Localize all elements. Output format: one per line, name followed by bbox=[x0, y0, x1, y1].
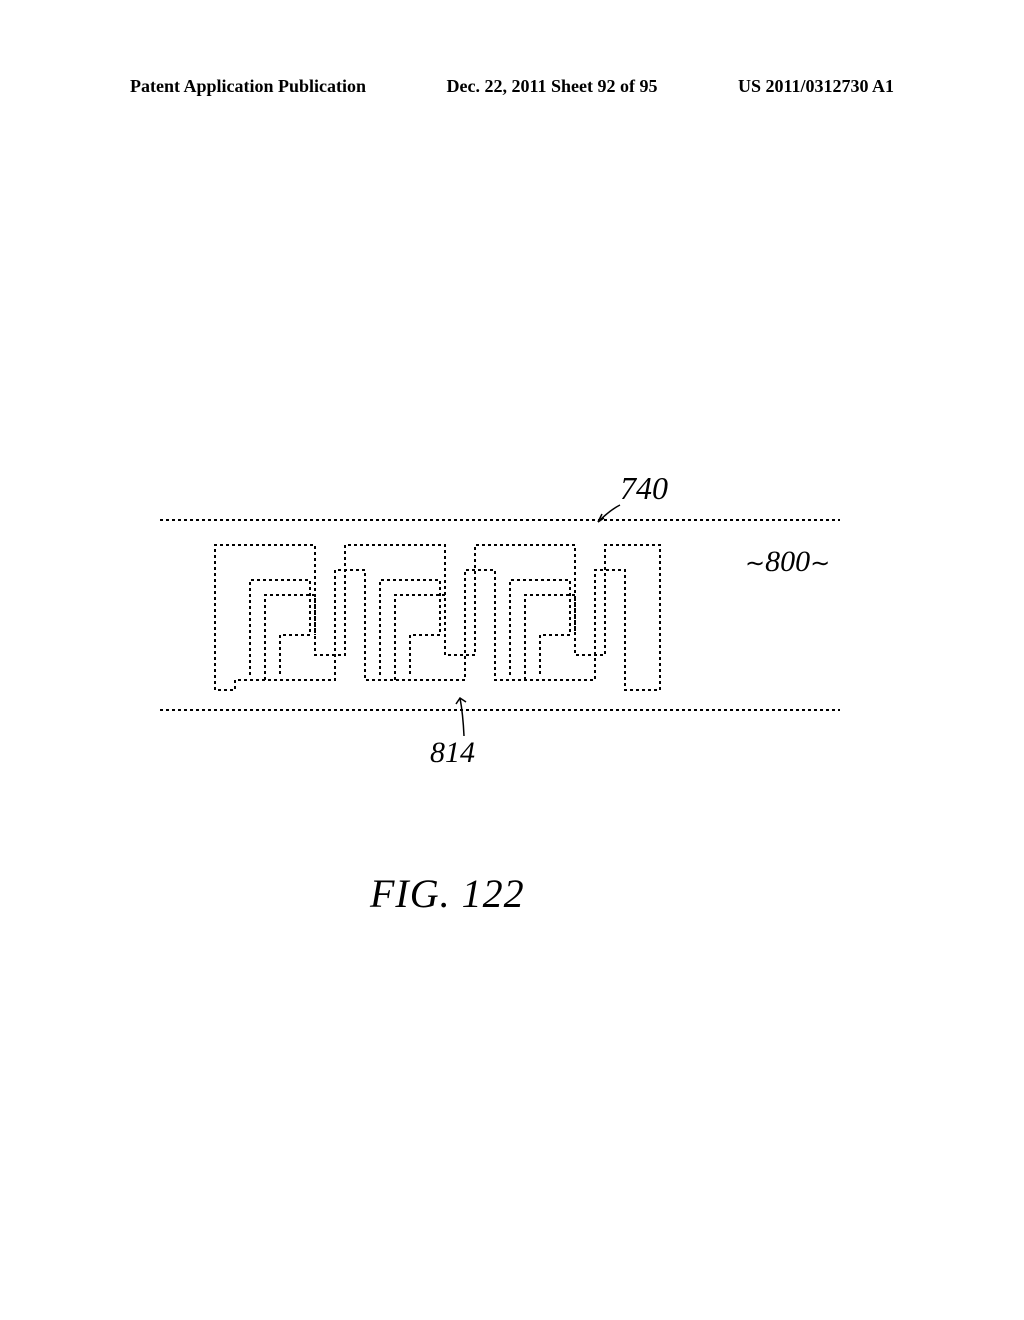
ref-800-text: 800 bbox=[765, 545, 810, 578]
header-date-sheet: Dec. 22, 2011 Sheet 92 of 95 bbox=[447, 76, 658, 97]
reference-label-800: ∼800∼ bbox=[745, 545, 830, 579]
tilde-right: ∼ bbox=[810, 551, 830, 577]
tilde-left: ∼ bbox=[745, 551, 765, 577]
header-patent-number: US 2011/0312730 A1 bbox=[738, 76, 894, 97]
patent-header: Patent Application Publication Dec. 22, … bbox=[0, 76, 1024, 97]
patent-figure-diagram bbox=[150, 480, 850, 760]
header-publication: Patent Application Publication bbox=[130, 76, 366, 97]
figure-caption: FIG. 122 bbox=[370, 870, 525, 917]
reference-label-814: 814 bbox=[430, 736, 475, 770]
reference-label-740: 740 bbox=[620, 470, 668, 507]
